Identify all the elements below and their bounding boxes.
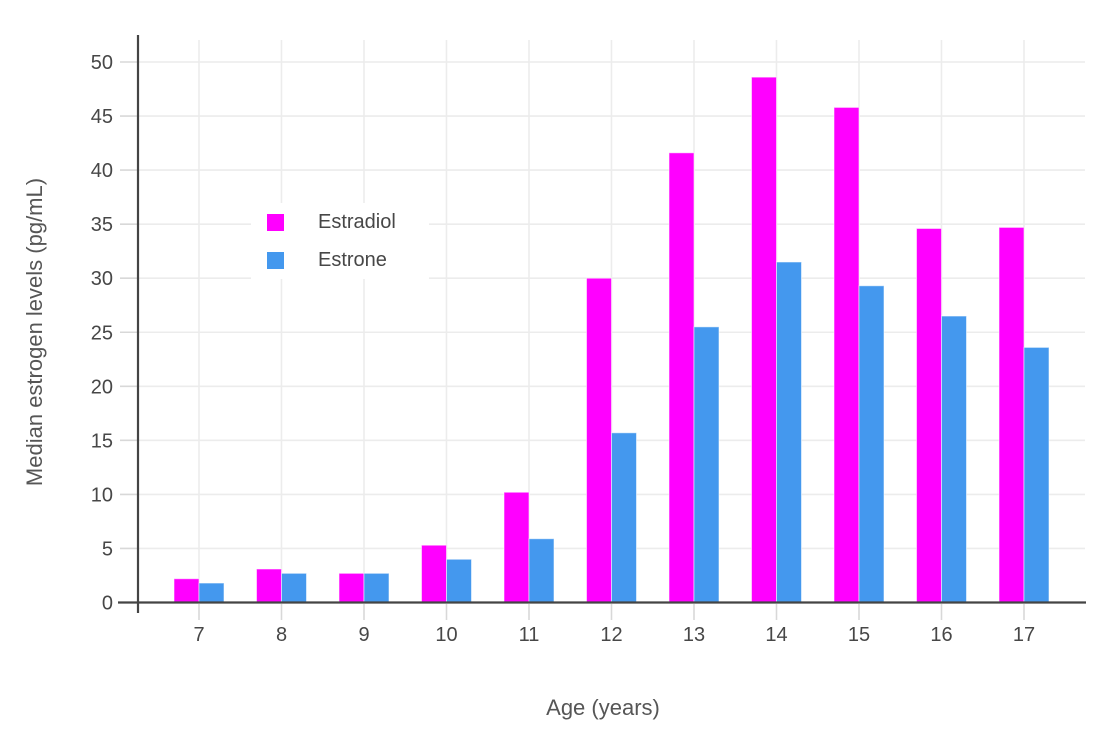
x-tick-label: 8 <box>276 624 287 646</box>
y-tick-label: 0 <box>102 593 113 615</box>
x-tick-label: 9 <box>358 624 369 646</box>
legend-label-estrone: Estrone <box>318 248 387 271</box>
bar-estradiol-age-11 <box>503 491 530 605</box>
bar-estrone-age-15 <box>858 285 885 604</box>
bar-estradiol-age-9 <box>338 572 365 604</box>
x-axis-title: Age (years) <box>546 695 660 720</box>
bar-estradiol-age-13 <box>668 152 695 605</box>
bar-estradiol-age-12 <box>586 277 612 604</box>
estradiol-swatch-icon <box>267 213 284 231</box>
y-tick-label: 25 <box>91 322 113 344</box>
bar-estrone-age-7 <box>198 582 225 604</box>
y-tick-label: 50 <box>91 52 113 74</box>
bar-estradiol-age-7 <box>173 578 200 605</box>
bar-estrone-age-12 <box>611 432 637 604</box>
y-tick-label: 40 <box>91 160 113 182</box>
x-tick-label: 10 <box>435 624 457 646</box>
bar-estradiol-age-17 <box>998 226 1025 604</box>
bar-estradiol-age-16 <box>916 227 942 604</box>
y-tick-label: 30 <box>91 268 113 290</box>
x-tick-label: 14 <box>765 624 787 646</box>
y-tick-label: 35 <box>91 214 113 236</box>
bar-estrone-age-9 <box>363 572 390 604</box>
y-tick-label: 15 <box>91 430 113 452</box>
estrone-swatch-icon <box>267 251 284 269</box>
y-tick-label: 20 <box>91 376 113 398</box>
bar-estrone-age-17 <box>1023 346 1050 604</box>
bar-estradiol-age-15 <box>833 106 860 604</box>
bar-estradiol-age-10 <box>421 544 447 604</box>
x-tick-label: 15 <box>848 624 870 646</box>
x-tick-label: 16 <box>930 624 952 646</box>
legend-item-estradiol[interactable]: Estradiol <box>251 203 429 241</box>
legend-item-estrone[interactable]: Estrone <box>251 241 429 279</box>
y-tick-label: 45 <box>91 106 113 128</box>
bar-estrone-age-8 <box>281 572 307 604</box>
x-tick-label: 13 <box>683 624 705 646</box>
bar-estrone-age-14 <box>776 261 802 604</box>
legend: Estradiol Estrone <box>251 203 429 279</box>
y-axis-title: Median estrogen levels (pg/mL) <box>22 177 47 487</box>
x-tick-label: 7 <box>193 624 204 646</box>
y-tick-label: 5 <box>102 538 113 560</box>
bar-estrone-age-10 <box>446 558 472 605</box>
x-tick-label: 12 <box>600 624 622 646</box>
x-tick-label: 17 <box>1013 624 1035 646</box>
bar-estrone-age-11 <box>528 538 555 605</box>
bar-estrone-age-16 <box>941 315 967 604</box>
bar-estradiol-age-8 <box>256 568 282 605</box>
legend-label-estradiol: Estradiol <box>318 210 396 233</box>
y-tick-label: 10 <box>91 484 113 506</box>
bar-estrone-age-13 <box>693 326 720 604</box>
bar-estradiol-age-14 <box>751 76 777 605</box>
x-tick-label: 11 <box>519 624 540 646</box>
